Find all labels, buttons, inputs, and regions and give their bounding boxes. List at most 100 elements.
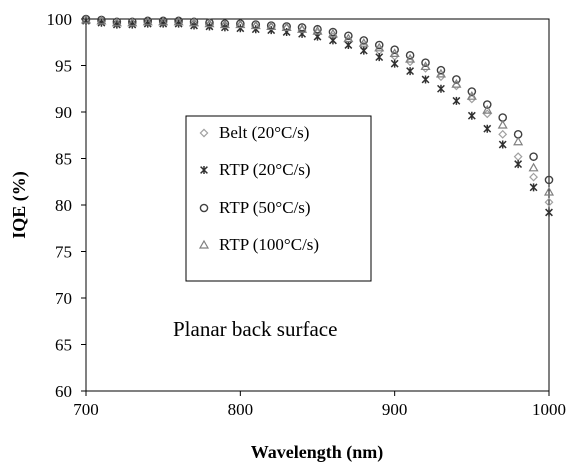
data-point [545,208,553,217]
data-point [513,136,524,146]
data-point [344,31,353,41]
data-point [544,197,554,207]
data-point [111,17,122,27]
legend-label: RTP (20°C/s) [219,160,311,179]
data-point [328,27,338,37]
data-point [421,58,430,68]
data-point [497,119,508,129]
data-point [451,78,462,88]
data-point [405,50,415,60]
data-point [467,111,476,120]
legend-box [185,115,372,282]
x-tick-label: 700 [73,400,99,419]
data-point [235,19,246,29]
data-point [406,67,415,76]
data-point [498,129,508,139]
y-tick-label: 85 [55,150,72,169]
legend-item: RTP (50°C/s) [199,198,311,217]
data-point [96,15,107,25]
data-point [359,36,369,45]
data-point [467,94,477,104]
data-point [420,61,431,71]
plot-annotation: Planar back surface [173,317,337,341]
y-tick-label: 100 [47,10,73,29]
data-point [544,175,554,185]
data-point [529,172,539,182]
legend: Belt (20°C/s) RTP (20°C/s) RTP (50°C/s) RTP… [185,115,372,282]
data-point [359,46,368,55]
data-point [343,33,354,43]
data-point [390,59,399,68]
data-point [513,152,523,162]
data-point [374,40,384,50]
y-tick-label: 60 [55,382,72,401]
data-point [421,75,430,84]
series-layer [80,14,555,217]
data-point [543,186,555,196]
y-axis-title: IQE (%) [9,171,30,239]
x-tick-label: 800 [228,400,254,419]
legend-label: Belt (20°C/s) [219,123,309,142]
data-point [437,84,445,93]
data-point [390,45,399,54]
legend-marker-asterisk [200,166,208,174]
legend-label: RTP (100°C/s) [219,235,319,254]
legend-marker-triangle [198,239,210,249]
legend-marker-circle [199,203,209,213]
data-point [313,24,322,34]
data-point [297,23,307,32]
data-point [436,65,446,75]
data-point [142,16,153,26]
y-tick-label: 95 [55,57,72,76]
y-tick-label: 80 [55,196,72,215]
y-axis: 60 65 70 75 80 85 90 95 100 [47,10,86,401]
data-point [405,57,415,67]
data-point [250,20,261,30]
data-point [266,21,277,31]
data-point [498,140,507,149]
data-point [344,41,353,50]
data-point [482,100,492,109]
data-point [312,25,323,35]
y-tick-label: 75 [55,243,72,262]
data-point [219,19,230,29]
y-tick-label: 70 [55,289,72,308]
data-point [528,162,539,172]
data-point [482,104,493,114]
data-point [435,68,447,78]
legend-label: RTP (50°C/s) [219,198,311,217]
data-point [466,90,477,100]
data-point [327,28,338,38]
x-axis: 700 800 900 1000 [73,391,566,419]
legend-item: RTP (100°C/s) [198,235,319,254]
data-point [281,22,292,31]
data-point [483,124,492,133]
data-point [158,16,169,26]
x-tick-label: 1000 [532,400,566,419]
data-point [173,16,184,26]
legend-item: RTP (20°C/s) [200,160,311,179]
data-point [452,75,461,84]
legend-marker-diamond [199,128,209,138]
data-point [529,152,538,161]
data-point [375,53,384,62]
data-point [529,183,538,192]
data-point [297,24,308,33]
legend-item: Belt (20°C/s) [199,123,309,142]
x-tick-label: 900 [382,400,408,419]
data-point [389,48,400,58]
x-axis-title: Wavelength (nm) [251,442,384,463]
y-tick-label: 90 [55,103,72,122]
data-point [436,72,446,82]
data-point [405,53,416,63]
data-point [329,36,337,45]
data-point [452,96,461,105]
data-point [204,18,215,28]
data-point [358,37,369,47]
data-point [374,42,385,52]
data-point [80,14,92,24]
series-2 [82,16,553,217]
series-4 [80,14,555,196]
y-tick-label: 65 [55,336,72,355]
